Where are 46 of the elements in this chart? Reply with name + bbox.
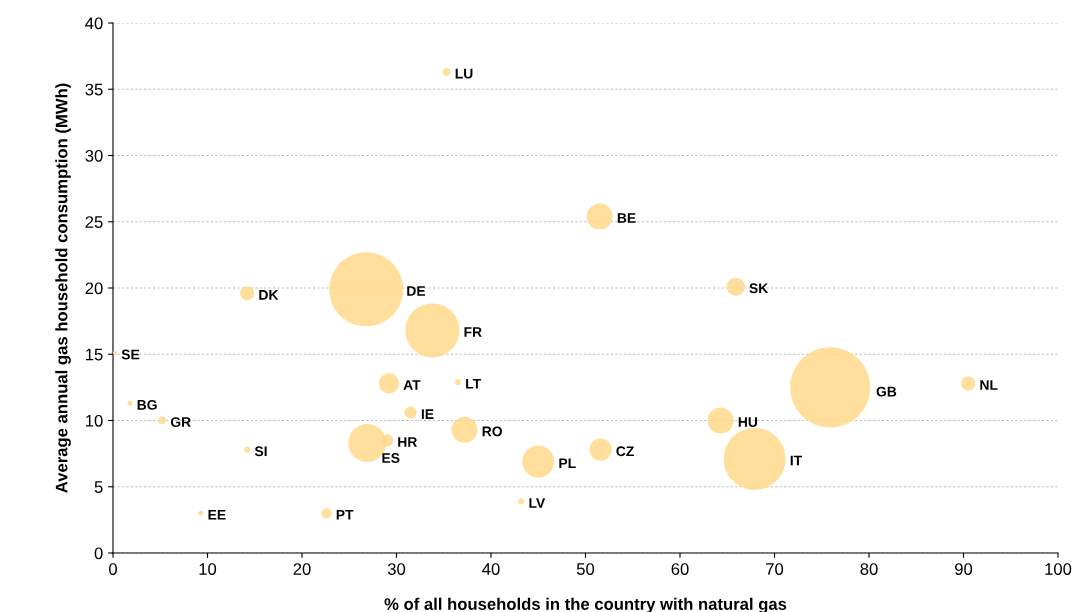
annotation: RO	[482, 426, 502, 437]
annotation: IE	[421, 409, 434, 419]
annotation: LT	[466, 378, 481, 389]
annotation: SE	[121, 349, 140, 360]
annotation: FR	[464, 327, 482, 337]
annotation: EE	[208, 510, 226, 520]
y-axis-title: Average annual gas household consumption (MWh)	[55, 83, 71, 493]
annotation: IT	[790, 455, 802, 466]
x-tick-label: 80	[860, 563, 878, 575]
x-tick-label: 100	[1045, 563, 1072, 575]
x-tick-label: 70	[766, 563, 784, 575]
y-tick-label: 5	[94, 481, 103, 493]
x-tick-label: 30	[387, 563, 406, 575]
annotation: NL	[980, 380, 998, 390]
annotation: DK	[259, 290, 279, 300]
annotation: HU	[738, 417, 758, 428]
annotation: LU	[455, 68, 473, 79]
y-tick-label: 0	[94, 547, 103, 560]
annotation: DE	[407, 286, 426, 296]
annotation: BE	[617, 213, 636, 223]
y-tick-label: 40	[85, 17, 103, 30]
annotation: SI	[254, 446, 267, 457]
annotation: GR	[170, 417, 191, 428]
annotation: LV	[529, 498, 546, 508]
x-tick-label: 40	[482, 563, 500, 575]
y-tick-label: 15	[86, 348, 103, 361]
annotation: PL	[559, 458, 576, 468]
annotation: GB	[876, 386, 897, 397]
x-tick-label: 20	[293, 563, 311, 575]
y-tick-label: 20	[85, 282, 103, 295]
y-tick-label: 25	[85, 216, 103, 228]
x-tick-label: 60	[671, 563, 689, 575]
x-tick-label: 0	[109, 563, 117, 575]
annotation: ES	[382, 453, 400, 463]
annotation: AT	[403, 380, 421, 390]
annotation: CZ	[616, 446, 634, 457]
y-tick-label: 35	[85, 83, 103, 96]
annotation: HR	[398, 437, 418, 447]
x-tick-label: 90	[955, 563, 973, 575]
y-tick-label: 30	[85, 149, 103, 162]
annotation: SK	[749, 283, 769, 294]
x-tick-label: 50	[576, 563, 595, 575]
x-tick-label: 10	[199, 563, 217, 575]
annotation: BG	[137, 399, 157, 410]
y-tick-label: 10	[86, 414, 103, 427]
annotation: PT	[336, 510, 354, 520]
